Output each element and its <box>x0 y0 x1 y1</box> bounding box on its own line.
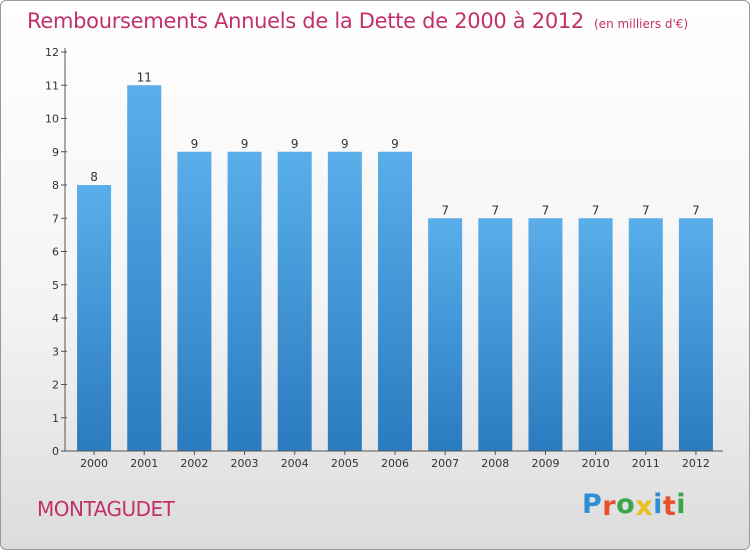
bar-value-label: 7 <box>592 203 600 217</box>
x-tick-label: 2006 <box>381 457 409 470</box>
y-tick: 1 <box>52 412 67 425</box>
logo-letter: i <box>653 489 663 520</box>
bar-value-label: 9 <box>191 137 199 151</box>
bar-value-label: 7 <box>542 203 550 217</box>
logo-letter: P <box>582 489 603 520</box>
bar <box>478 218 513 451</box>
y-tick: 5 <box>52 279 67 292</box>
bar-value-label: 9 <box>391 137 399 151</box>
y-tick-label: 12 <box>45 46 59 59</box>
y-tick: 8 <box>52 179 67 192</box>
y-tick-label: 7 <box>52 212 59 225</box>
place-name: MONTAGUDET <box>37 497 175 521</box>
logo-letter: i <box>676 489 687 520</box>
bar-value-label: 9 <box>341 137 349 151</box>
x-tick-label: 2005 <box>331 457 359 470</box>
y-tick: 6 <box>52 246 67 259</box>
bar <box>528 218 563 451</box>
bar <box>77 185 112 451</box>
bar-value-label: 7 <box>491 203 499 217</box>
x-tick-label: 2012 <box>682 457 710 470</box>
y-tick-label: 1 <box>52 412 59 425</box>
y-tick-label: 8 <box>52 179 59 192</box>
y-tick-label: 6 <box>52 246 59 259</box>
bar <box>378 151 412 451</box>
bar-value-label: 11 <box>137 70 152 84</box>
x-tick-label: 2000 <box>80 457 108 470</box>
y-tick-label: 11 <box>45 79 59 92</box>
y-tick-label: 4 <box>52 312 59 325</box>
logo-letter: r <box>602 491 617 522</box>
bars-group: 8 11 9 9 9 9 9 7 7 7 7 7 7 <box>77 70 713 451</box>
bar <box>428 218 463 451</box>
bar-value-label: 9 <box>241 137 249 151</box>
logo-letter: x <box>635 491 654 522</box>
bar <box>177 151 212 451</box>
y-tick: 7 <box>52 212 67 225</box>
y-tick: 10 <box>45 113 67 126</box>
x-tick-label: 2003 <box>231 457 259 470</box>
bar-value-label: 9 <box>291 137 299 151</box>
chart-title-text: Remboursements Annuels de la Dette de 20… <box>27 9 584 33</box>
y-tick: 9 <box>52 146 67 159</box>
y-tick-label: 9 <box>52 146 59 159</box>
x-tick-label: 2001 <box>130 457 158 470</box>
y-tick-label: 10 <box>45 113 59 126</box>
y-tick-label: 5 <box>52 279 59 292</box>
chart-title: Remboursements Annuels de la Dette de 20… <box>27 9 688 33</box>
bar <box>678 218 713 451</box>
bar-value-label: 7 <box>441 203 449 217</box>
x-tick-label: 2010 <box>582 457 610 470</box>
y-tick: 3 <box>52 345 67 358</box>
bar <box>127 85 162 451</box>
y-tick: 11 <box>45 79 67 92</box>
bar <box>277 151 312 451</box>
x-tick-label: 2004 <box>281 457 309 470</box>
bar <box>628 218 663 451</box>
logo-letter: o <box>616 489 636 520</box>
x-tick-label: 2002 <box>180 457 208 470</box>
chart-subtitle: (en milliers d'€) <box>594 17 689 31</box>
x-tick-label: 2007 <box>431 457 459 470</box>
y-tick: 4 <box>52 312 67 325</box>
bar-value-label: 7 <box>642 203 650 217</box>
y-tick-label: 3 <box>52 345 59 358</box>
y-tick: 12 <box>45 46 67 59</box>
logo-letter: t <box>662 491 677 522</box>
bar <box>578 218 613 451</box>
x-axis: 2000 2001 2002 2003 2004 2005 2006 2007 2008 2009… <box>65 450 723 470</box>
x-tick-label: 2011 <box>632 457 660 470</box>
bar <box>327 151 362 451</box>
bar <box>227 151 262 451</box>
bar-value-label: 7 <box>692 203 700 217</box>
y-tick-label: 2 <box>52 379 59 392</box>
y-tick-label: 0 <box>52 445 59 458</box>
x-tick-label: 2008 <box>481 457 509 470</box>
proxiti-logo: Proxiti <box>582 489 687 522</box>
bar-value-label: 8 <box>90 170 98 184</box>
y-tick: 2 <box>52 379 67 392</box>
x-tick-label: 2009 <box>531 457 559 470</box>
